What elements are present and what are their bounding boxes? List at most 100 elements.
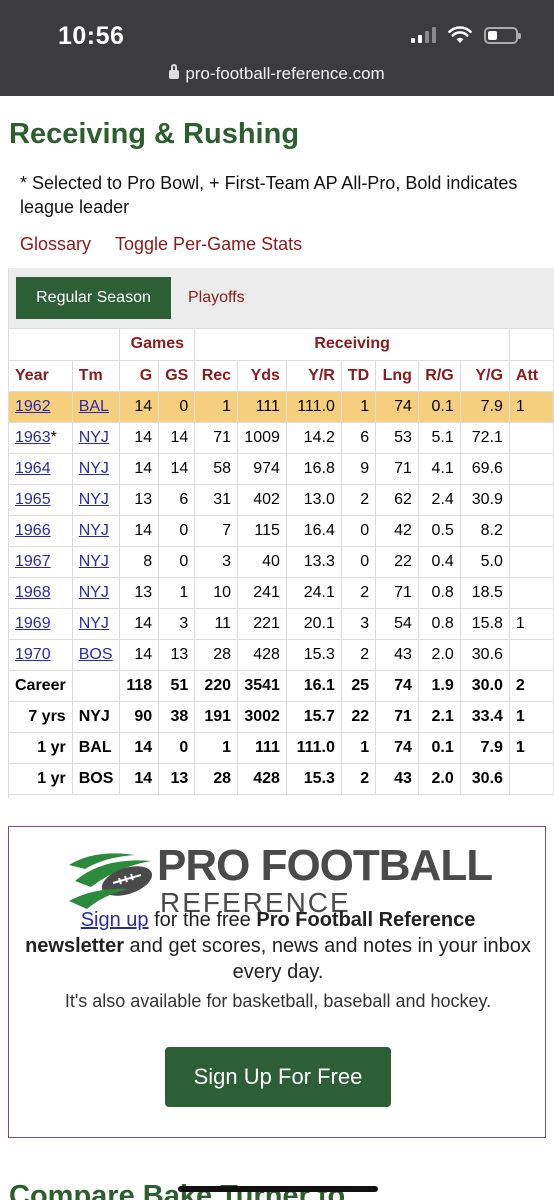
cell-yg: 30.0 [460, 670, 510, 702]
col-g[interactable]: G [119, 360, 160, 392]
col-year[interactable]: Year [9, 360, 73, 392]
col-att[interactable]: Att [509, 360, 554, 392]
cell-g: 14 [119, 763, 160, 795]
cell-gs: 1 [158, 577, 196, 609]
cell-rec: 1 [194, 732, 239, 764]
cell-yr: 111.0 [286, 391, 342, 423]
col-gs[interactable]: GS [158, 360, 196, 392]
cell-rg: 2.1 [418, 701, 461, 733]
year-link[interactable]: 1969 [15, 614, 51, 632]
tab-playoffs[interactable]: Playoffs [188, 289, 245, 306]
cell-yr: 16.8 [286, 453, 342, 485]
cell-rg: 2.4 [418, 484, 461, 516]
cell-yr: 111.0 [286, 732, 342, 764]
newsletter-promo: PRO FOOTBALL REFERENCE Sign up for the f… [8, 826, 546, 1138]
year-link[interactable]: 1967 [15, 552, 51, 570]
logo-text-line1: PRO FOOTBALL [157, 841, 493, 890]
year-link[interactable]: 1965 [15, 490, 51, 508]
sign-up-button[interactable]: Sign Up For Free [165, 1047, 391, 1107]
cell-yr: 16.1 [286, 670, 342, 702]
cell-gs: 0 [158, 515, 196, 547]
team-link[interactable]: NYJ [78, 583, 109, 601]
team-link[interactable]: NYJ [78, 552, 109, 570]
cell-rg: 2.0 [418, 763, 461, 795]
honor-mark: * [50, 428, 57, 446]
cell-total-team [72, 670, 121, 702]
cell-year: 1967 [9, 546, 73, 578]
col-lng[interactable]: Lng [375, 360, 419, 392]
team-link[interactable]: NYJ [78, 428, 109, 446]
year-link[interactable]: 1970 [15, 645, 51, 663]
cell-lng: 43 [375, 763, 419, 795]
cell-yds: 974 [237, 453, 287, 485]
cell-yg: 7.9 [460, 732, 510, 764]
team-link[interactable]: BOS [78, 645, 113, 663]
cell-yds: 402 [237, 484, 287, 516]
col-yds[interactable]: Yds [237, 360, 287, 392]
cell-rg: 0.8 [418, 608, 461, 640]
team-link[interactable]: NYJ [78, 490, 109, 508]
cell-g: 14 [119, 453, 160, 485]
total-row: Career 118 51 220 3541 16.1 25 74 1.9 30.0 2 [9, 670, 554, 702]
cell-lng: 74 [375, 732, 419, 764]
team-link[interactable]: NYJ [78, 614, 109, 632]
table-row: 1967 NYJ 8 0 3 40 13.3 0 22 0.4 5.0 [9, 546, 554, 578]
cell-lng: 54 [375, 608, 419, 640]
signup-link[interactable]: Sign up [80, 909, 149, 931]
col-yr[interactable]: Y/R [286, 360, 342, 392]
col-rec[interactable]: Rec [194, 360, 239, 392]
cell-rg: 5.1 [418, 422, 461, 454]
cell-yds: 115 [237, 515, 287, 547]
football-logo-icon [69, 853, 153, 909]
home-indicator[interactable] [178, 1186, 378, 1192]
header-group-receiving: Receiving [194, 329, 510, 361]
cell-total-label: 1 yr [9, 732, 73, 764]
cell-g: 14 [119, 422, 160, 454]
table-row: 1963* NYJ 14 14 71 1009 14.2 6 53 5.1 72.1 [9, 422, 554, 454]
team-link[interactable]: NYJ [78, 459, 109, 477]
section-links: Glossary Toggle Per-Game Stats [20, 234, 302, 255]
year-link[interactable]: 1962 [15, 397, 51, 415]
cell-yg: 30.9 [460, 484, 510, 516]
cell-td: 1 [341, 391, 377, 423]
cell-att [509, 546, 554, 578]
team-link[interactable]: NYJ [78, 521, 109, 539]
year-link[interactable]: 1966 [15, 521, 51, 539]
cellular-signal-icon [411, 27, 436, 43]
cell-gs: 0 [158, 546, 196, 578]
cell-total-team: NYJ [72, 701, 121, 733]
cell-year: 1964 [9, 453, 73, 485]
cell-yg: 69.6 [460, 453, 510, 485]
cell-rg: 2.0 [418, 639, 461, 671]
year-link[interactable]: 1963 [15, 428, 51, 446]
cell-yg: 7.9 [460, 391, 510, 423]
col-yg[interactable]: Y/G [460, 360, 510, 392]
status-time: 10:56 [58, 22, 125, 50]
tab-regular-season[interactable]: Regular Season [16, 277, 171, 319]
col-team[interactable]: Tm [72, 360, 121, 392]
cell-att [509, 453, 554, 485]
team-link[interactable]: BAL [78, 397, 109, 415]
cell-rec: 191 [194, 701, 239, 733]
cell-rg: 0.8 [418, 577, 461, 609]
cell-att [509, 515, 554, 547]
toggle-per-game-link[interactable]: Toggle Per-Game Stats [115, 234, 303, 254]
total-row: 1 yr BOS 14 13 28 428 15.3 2 43 2.0 30.6 [9, 763, 554, 795]
glossary-link[interactable]: Glossary [20, 234, 92, 254]
year-link[interactable]: 1968 [15, 583, 51, 601]
cell-team: BOS [72, 639, 121, 671]
col-rg[interactable]: R/G [418, 360, 461, 392]
copy-bold-newsletter: newsletter [25, 935, 124, 957]
cell-rec: 28 [194, 763, 239, 795]
cell-lng: 62 [375, 484, 419, 516]
year-link[interactable]: 1964 [15, 459, 51, 477]
cell-td: 25 [341, 670, 377, 702]
stats-table-container[interactable]: Regular Season Playoffs Games Receiving … [8, 268, 554, 798]
cell-rg: 1.9 [418, 670, 461, 702]
cell-rg: 0.1 [418, 732, 461, 764]
copy-post: and get scores, news and notes in your i… [124, 935, 531, 983]
col-td[interactable]: TD [341, 360, 377, 392]
address-bar[interactable]: pro-football-reference.com [0, 64, 554, 84]
cell-yr: 13.0 [286, 484, 342, 516]
cell-td: 22 [341, 701, 377, 733]
